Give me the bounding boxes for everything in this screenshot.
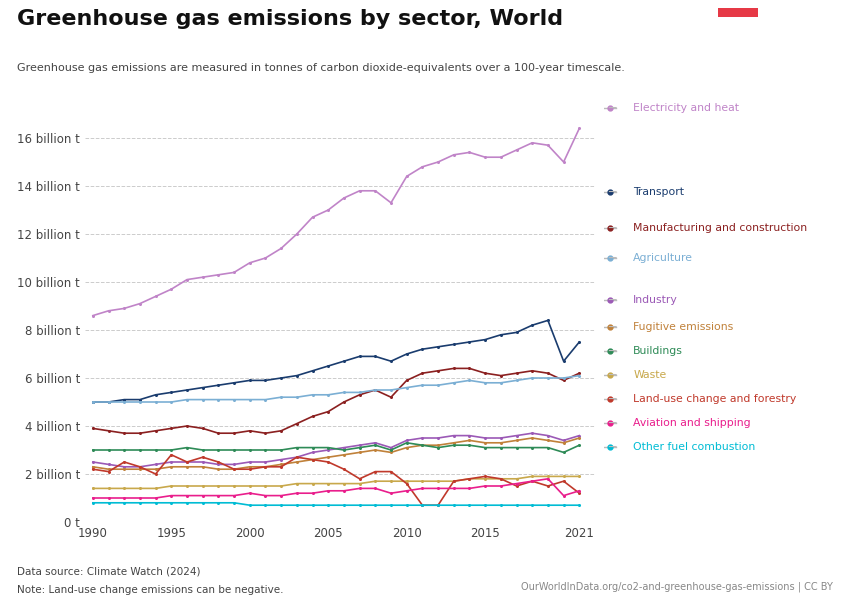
Text: ─: ─ bbox=[608, 221, 615, 235]
Text: Waste: Waste bbox=[633, 370, 666, 380]
Text: Other fuel combustion: Other fuel combustion bbox=[633, 442, 756, 452]
Text: Note: Land-use change emissions can be negative.: Note: Land-use change emissions can be n… bbox=[17, 585, 284, 595]
Text: ─: ─ bbox=[608, 440, 615, 454]
Text: Our World: Our World bbox=[746, 22, 805, 31]
Text: Transport: Transport bbox=[633, 187, 684, 197]
Text: Buildings: Buildings bbox=[633, 346, 683, 356]
Text: Fugitive emissions: Fugitive emissions bbox=[633, 322, 734, 332]
Text: Agriculture: Agriculture bbox=[633, 253, 694, 263]
Text: Manufacturing and construction: Manufacturing and construction bbox=[633, 223, 808, 233]
Text: Aviation and shipping: Aviation and shipping bbox=[633, 418, 751, 428]
Text: Industry: Industry bbox=[633, 295, 678, 305]
Text: OurWorldInData.org/co2-and-greenhouse-gas-emissions | CC BY: OurWorldInData.org/co2-and-greenhouse-ga… bbox=[521, 582, 833, 593]
Text: Electricity and heat: Electricity and heat bbox=[633, 103, 740, 113]
Text: Greenhouse gas emissions are measured in tonnes of carbon dioxide-equivalents ov: Greenhouse gas emissions are measured in… bbox=[17, 63, 625, 73]
Text: ─: ─ bbox=[608, 368, 615, 382]
Text: Data source: Climate Watch (2024): Data source: Climate Watch (2024) bbox=[17, 567, 201, 577]
Text: ─: ─ bbox=[608, 101, 615, 115]
Text: in Data: in Data bbox=[755, 38, 796, 48]
Text: ─: ─ bbox=[608, 344, 615, 358]
Text: ─: ─ bbox=[608, 392, 615, 406]
Text: ─: ─ bbox=[608, 251, 615, 265]
Text: ─: ─ bbox=[608, 416, 615, 430]
Text: ─: ─ bbox=[608, 320, 615, 334]
Text: Land-use change and forestry: Land-use change and forestry bbox=[633, 394, 796, 404]
Text: ─: ─ bbox=[608, 185, 615, 199]
Text: Greenhouse gas emissions by sector, World: Greenhouse gas emissions by sector, Worl… bbox=[17, 9, 563, 29]
Text: ─: ─ bbox=[608, 293, 615, 307]
Bar bbox=[718, 8, 758, 17]
